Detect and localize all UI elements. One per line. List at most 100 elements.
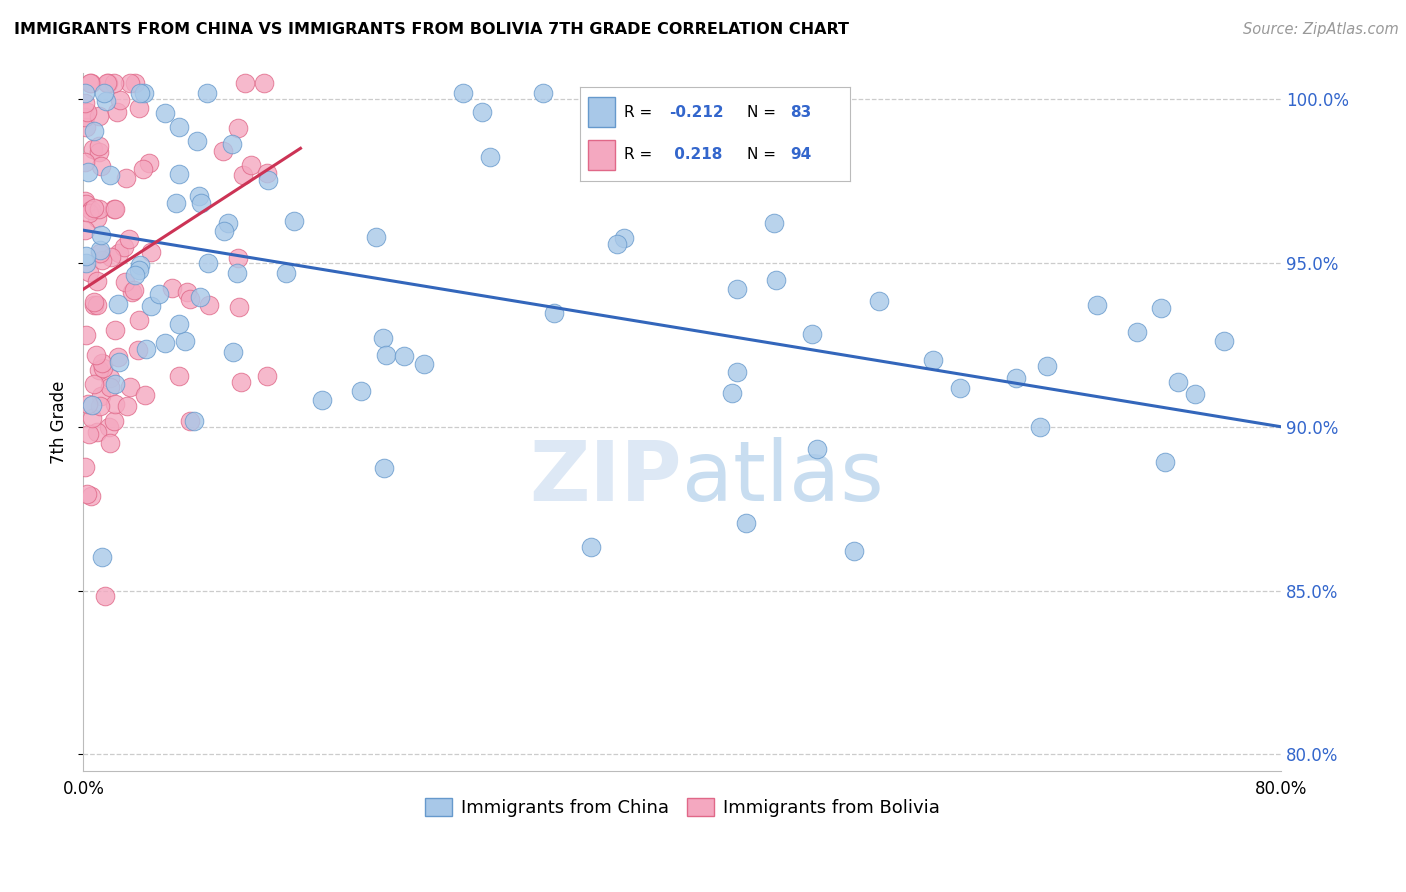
Point: [471, 105, 494, 120]
Point: [127, 343, 149, 357]
Text: Source: ZipAtlas.com: Source: ZipAtlas.com: [1243, 22, 1399, 37]
Point: [83, 124, 105, 138]
Point: [392, 349, 415, 363]
Point: [90, 159, 112, 173]
Point: [1167, 376, 1189, 390]
Point: [128, 263, 150, 277]
Point: [91, 252, 114, 267]
Point: [226, 252, 249, 266]
Point: [93, 86, 115, 100]
Point: [725, 366, 748, 380]
Point: [75, 197, 97, 211]
Point: [531, 86, 554, 100]
Point: [228, 300, 250, 314]
Point: [1184, 387, 1206, 401]
Point: [94, 95, 117, 109]
Point: [75, 249, 97, 263]
Point: [79, 76, 101, 90]
Point: [165, 195, 187, 210]
Point: [229, 375, 252, 389]
Point: [226, 121, 249, 136]
Point: [104, 324, 127, 338]
Point: [86, 298, 108, 312]
Point: [274, 266, 297, 280]
Point: [800, 326, 823, 341]
Point: [311, 392, 333, 407]
Point: [103, 202, 125, 216]
Point: [765, 273, 787, 287]
Point: [221, 345, 243, 359]
Point: [83, 202, 105, 216]
Point: [73, 110, 96, 124]
Point: [257, 173, 280, 187]
Point: [87, 109, 110, 123]
Point: [183, 413, 205, 427]
Point: [233, 76, 256, 90]
Point: [115, 399, 138, 413]
Point: [120, 76, 142, 90]
Point: [98, 371, 121, 385]
Point: [73, 194, 96, 208]
Point: [77, 397, 100, 411]
Point: [90, 356, 112, 370]
Point: [176, 285, 198, 300]
Point: [90, 228, 112, 243]
Legend: Immigrants from China, Immigrants from Bolivia: Immigrants from China, Immigrants from B…: [418, 790, 948, 824]
Point: [543, 306, 565, 320]
Point: [735, 516, 758, 530]
Point: [283, 214, 305, 228]
Point: [139, 299, 162, 313]
Point: [89, 244, 111, 258]
Point: [138, 156, 160, 170]
Point: [212, 144, 235, 158]
Point: [73, 223, 96, 237]
Point: [75, 256, 97, 270]
Point: [89, 363, 111, 377]
Point: [89, 399, 111, 413]
Point: [80, 76, 103, 90]
Point: [253, 76, 276, 90]
Point: [118, 379, 141, 393]
Point: [114, 275, 136, 289]
Point: [98, 436, 121, 450]
Point: [86, 275, 108, 289]
Point: [256, 166, 278, 180]
Point: [77, 427, 100, 442]
Point: [73, 95, 96, 110]
Point: [167, 120, 190, 134]
Point: [86, 425, 108, 439]
Point: [174, 334, 197, 348]
Point: [94, 589, 117, 603]
Point: [373, 461, 395, 475]
Point: [806, 442, 828, 456]
Point: [87, 202, 110, 217]
Point: [190, 195, 212, 210]
Point: [842, 544, 865, 558]
Point: [83, 295, 105, 310]
Point: [112, 240, 135, 254]
Point: [129, 86, 152, 100]
Point: [606, 237, 628, 252]
Point: [89, 245, 111, 260]
Point: [89, 145, 111, 160]
Point: [80, 411, 103, 425]
Y-axis label: 7th Grade: 7th Grade: [51, 380, 67, 464]
Point: [82, 398, 104, 412]
Point: [195, 86, 218, 100]
Point: [197, 256, 219, 270]
Point: [240, 158, 263, 172]
Point: [1036, 359, 1059, 373]
Point: [76, 104, 98, 119]
Point: [153, 335, 176, 350]
Point: [76, 487, 98, 501]
Point: [103, 414, 125, 428]
Point: [162, 281, 184, 295]
Point: [413, 357, 436, 371]
Point: [108, 246, 131, 260]
Point: [132, 162, 155, 177]
Point: [169, 167, 191, 181]
Point: [118, 232, 141, 246]
Point: [84, 348, 107, 362]
Point: [613, 231, 636, 245]
Point: [949, 381, 972, 395]
